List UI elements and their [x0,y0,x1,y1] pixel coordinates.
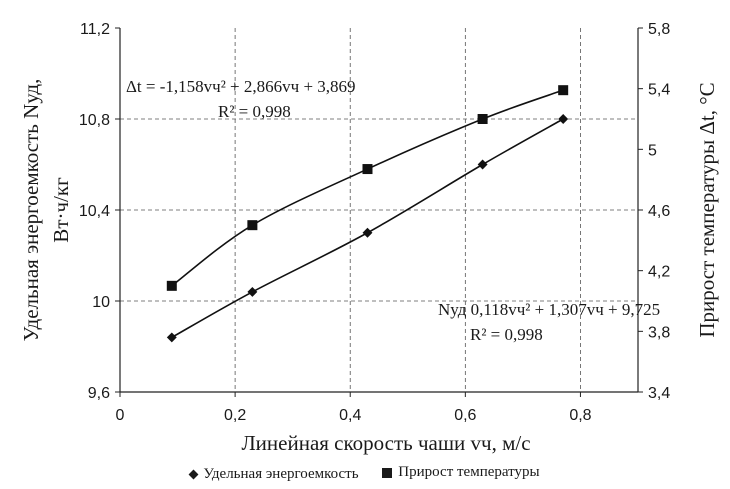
left-y-axis-title-line1: Удельная энергоемкость Nуд, [19,79,43,342]
legend-item-temperature: Прирост температуры [382,464,540,481]
energy-r2: R² = 0,998 [470,325,543,344]
temperature-r2: R² = 0,998 [218,102,291,121]
right-y-tick-label: 3,4 [648,385,670,402]
temperature-data-point [558,85,569,96]
right-y-tick-label: 4,2 [648,264,670,281]
x-tick-label: 0,6 [454,407,476,424]
energy-equation: Nуд 0,118vч² + 1,307vч + 9,725 [438,300,660,319]
left-y-axis-title-line2: Вт·ч/кг [49,177,73,243]
x-tick-label: 0,2 [224,407,246,424]
x-tick-label: 0,4 [339,407,361,424]
x-axis-title: Линейная скорость чаши vч, м/с [241,431,530,455]
left-y-tick-label: 11,2 [80,21,110,38]
energy-data-point [247,286,258,297]
temperature-data-point [166,280,177,291]
diamond-marker-icon [188,469,199,479]
right-y-tick-label: 5,8 [648,21,670,38]
legend-item-energy: Удельная энергоемкость [188,465,359,483]
left-y-axis-ticks: 9,6 10 10,4 10,8 11,2 [79,21,120,402]
grid-lines [120,28,638,392]
right-y-axis-ticks: 3,4 3,8 4,2 4,6 5 5,4 5,8 [638,21,670,402]
energy-data-point [362,227,373,238]
right-y-tick-label: 5,4 [648,82,670,99]
right-y-tick-label: 5 [648,142,657,159]
temperature-data-point [362,164,373,175]
x-axis-ticks: 0 0,2 0,4 0,6 0,8 [116,392,592,424]
legend: Удельная энергоемкость Прирост температу… [0,464,730,483]
temperature-equation: Δt = -1,158vч² + 2,866vч + 3,869 [126,77,356,96]
right-y-tick-label: 3,8 [648,324,670,341]
energy-data-point [166,332,177,343]
legend-label-temperature: Прирост температуры [398,464,540,480]
left-y-tick-label: 10,8 [79,112,110,129]
temperature-data-point [247,220,258,231]
legend-label-energy: Удельная энергоемкость [203,465,359,482]
square-marker-icon [382,467,393,478]
x-tick-label: 0,8 [569,407,591,424]
x-tick-label: 0 [116,407,125,424]
series-layer [166,85,569,343]
left-y-tick-label: 10 [92,294,110,311]
temperature-data-point [477,114,488,124]
right-y-axis-title: Прирост температуры Δt, °С [695,82,719,337]
energy-data-point [558,114,569,124]
left-y-tick-label: 9,6 [88,385,110,402]
left-y-tick-label: 10,4 [79,203,110,220]
right-y-tick-label: 4,6 [648,203,670,220]
energy-data-point [477,159,488,170]
